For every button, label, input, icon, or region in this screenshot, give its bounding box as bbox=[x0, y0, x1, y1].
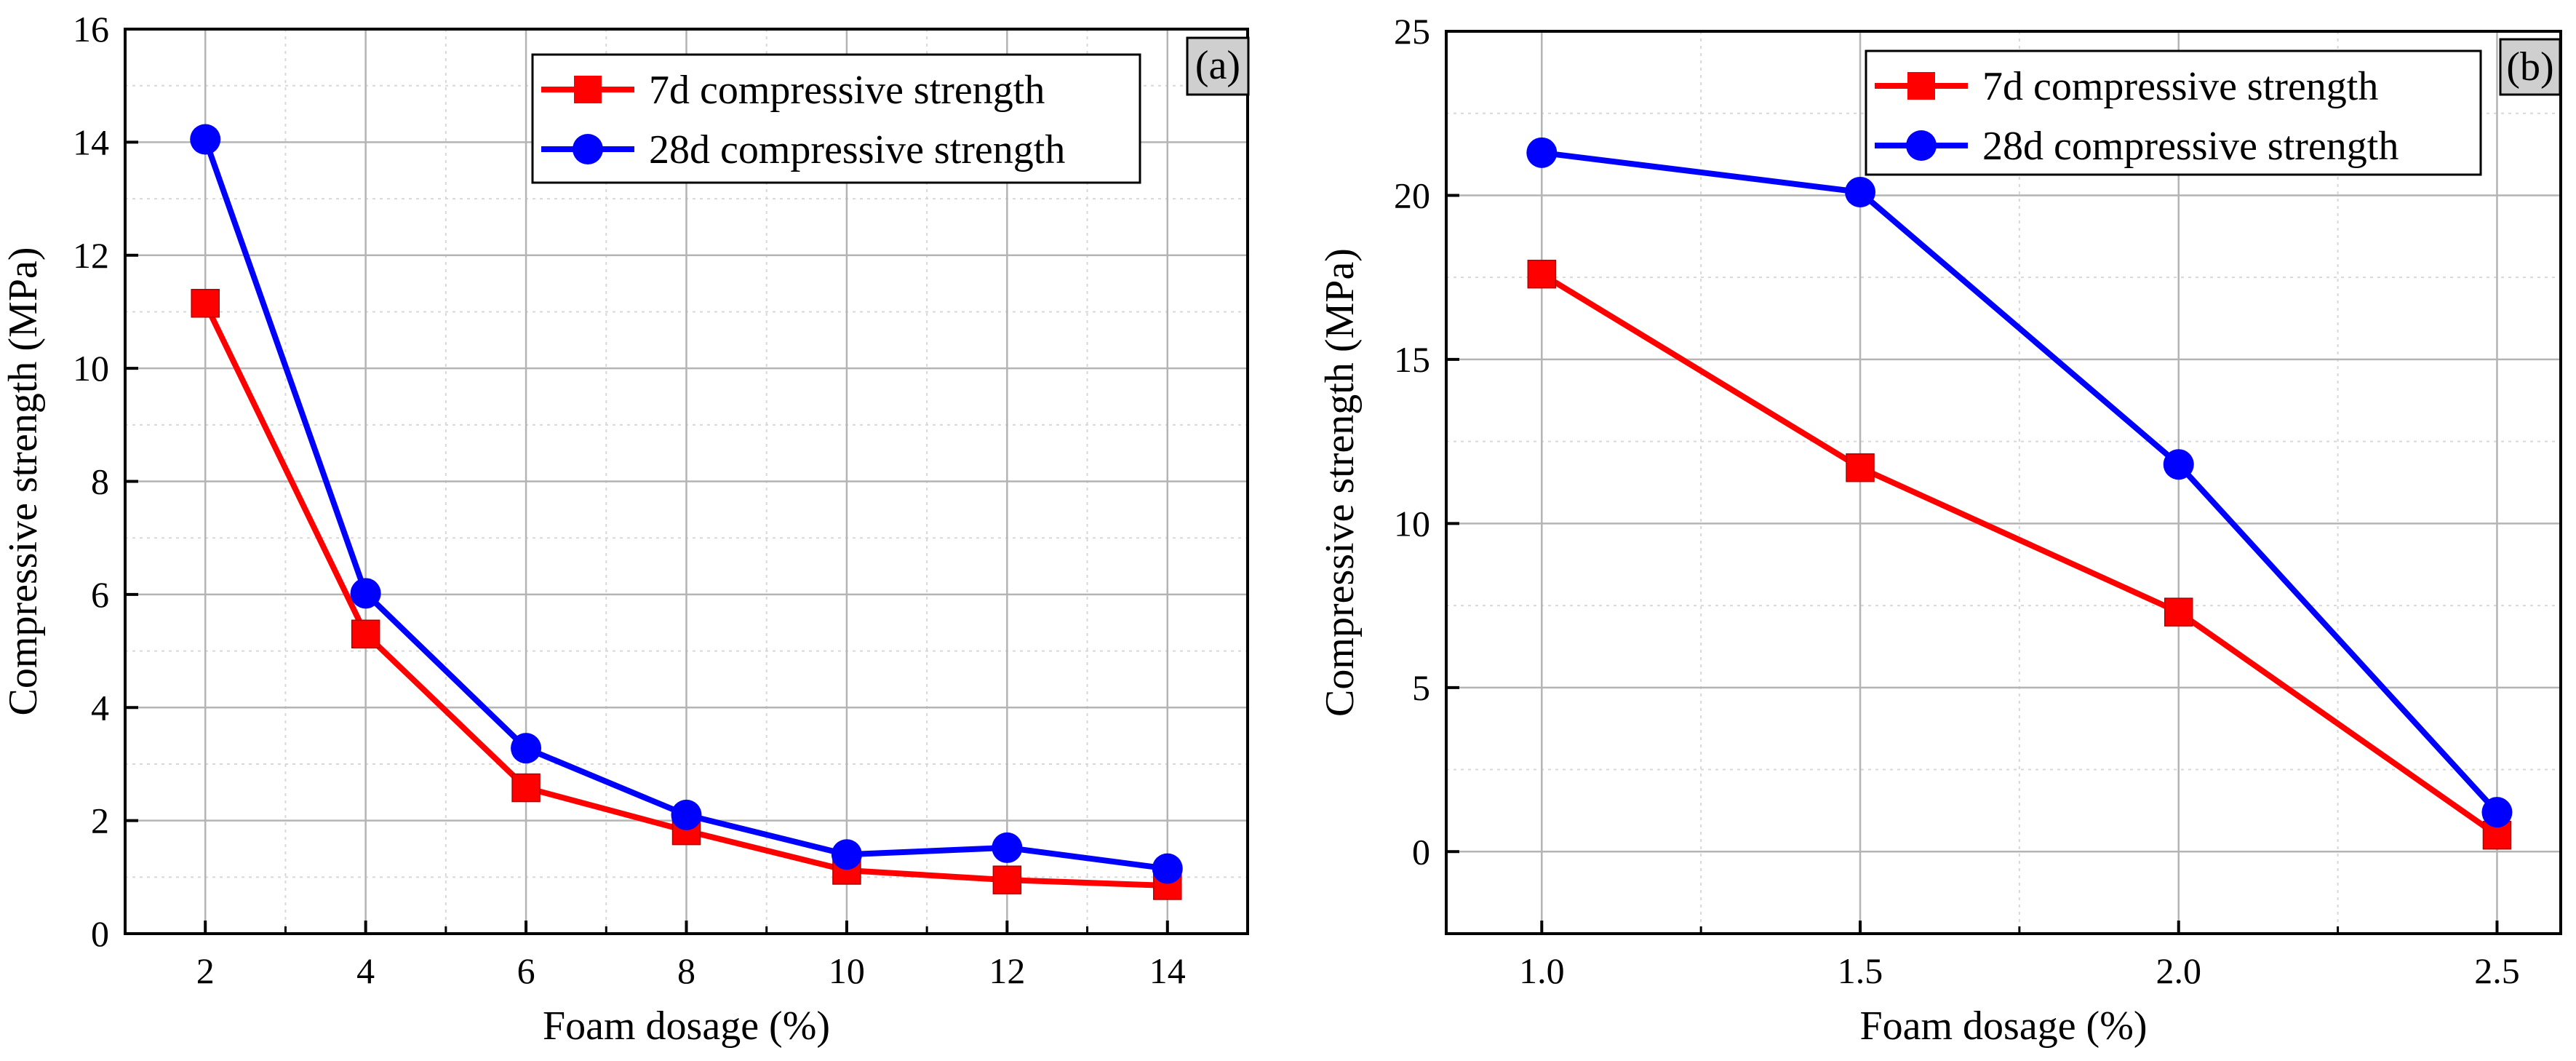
data-point-circle bbox=[190, 124, 221, 155]
data-point-circle bbox=[1152, 853, 1183, 884]
plot-frame bbox=[1445, 30, 2562, 935]
data-point-circle bbox=[671, 799, 702, 830]
legend-label: 7d compressive strength bbox=[649, 68, 1045, 113]
x-tick-label: 12 bbox=[989, 950, 1025, 991]
x-tick-label: 2 bbox=[196, 950, 215, 991]
y-tick-label: 4 bbox=[91, 687, 109, 728]
x-tick-label: 2.0 bbox=[2156, 950, 2201, 991]
y-axis-title: Compressive strength (MPa) bbox=[1, 247, 46, 716]
series-line-7d bbox=[1540, 271, 2499, 838]
data-point-square bbox=[511, 773, 541, 803]
legend-marker-circle bbox=[573, 134, 603, 164]
x-tick-label: 1.5 bbox=[1838, 950, 1883, 991]
panel-tag-box bbox=[1186, 36, 1250, 96]
data-point-square bbox=[191, 289, 220, 318]
y-tick-label: 10 bbox=[1394, 503, 1430, 544]
y-tick-label: 12 bbox=[73, 235, 109, 276]
panel-tag-label: (a) bbox=[1195, 43, 1240, 88]
x-tick-label: 2.5 bbox=[2474, 950, 2520, 991]
data-point-circle bbox=[831, 839, 862, 870]
data-point-circle bbox=[1845, 176, 1876, 207]
y-tick-label: 10 bbox=[73, 348, 109, 389]
x-tick-label: 8 bbox=[677, 950, 695, 991]
data-point-circle bbox=[992, 832, 1023, 863]
y-tick-label: 8 bbox=[91, 461, 109, 502]
x-tick-label: 1.0 bbox=[1519, 950, 1565, 991]
legend-marker-square bbox=[574, 76, 602, 103]
data-point-circle bbox=[350, 578, 381, 609]
panel-tag-label: (b) bbox=[2506, 44, 2553, 90]
x-axis-title: Foam dosage (%) bbox=[1859, 1004, 2147, 1049]
data-point-square bbox=[2164, 597, 2193, 627]
y-tick-label: 0 bbox=[91, 913, 109, 954]
x-tick-label: 4 bbox=[356, 950, 375, 991]
x-tick-label: 6 bbox=[517, 950, 535, 991]
legend-marker-square bbox=[1907, 72, 1935, 100]
y-tick-label: 6 bbox=[91, 574, 109, 615]
data-point-square bbox=[1527, 259, 1557, 289]
legend-label: 28d compressive strength bbox=[1982, 124, 2398, 169]
legend-label: 7d compressive strength bbox=[1982, 64, 2378, 109]
legend-box bbox=[1865, 49, 2482, 176]
y-tick-label: 25 bbox=[1394, 11, 1430, 52]
chart-panel-b: 1.0 1.5 2.0 2.5 0 5 10 15 20 25 Foam dosage (%) Com… bbox=[1317, 11, 2562, 1049]
y-tick-label: 2 bbox=[91, 800, 109, 841]
y-tick-label: 0 bbox=[1412, 831, 1430, 872]
data-point-square bbox=[1846, 453, 1875, 482]
y-tick-label: 15 bbox=[1394, 339, 1430, 380]
data-point-circle bbox=[511, 733, 542, 764]
y-tick-label: 14 bbox=[73, 122, 109, 162]
data-point-circle bbox=[2481, 797, 2513, 828]
data-point-square bbox=[992, 865, 1022, 894]
series-line-28d bbox=[1541, 149, 2500, 814]
panel-tag-box bbox=[2499, 38, 2561, 96]
y-tick-label: 5 bbox=[1412, 667, 1430, 708]
data-point-circle bbox=[2163, 449, 2194, 480]
y-axis-title: Compressive strength (MPa) bbox=[1317, 248, 1363, 717]
chart-panel-a: 2 4 6 8 10 12 14 0 2 4 6 8 10 12 14 16 Foam dosage (%) Co… bbox=[1, 9, 1250, 1049]
y-tick-label: 16 bbox=[73, 9, 109, 49]
data-point-circle bbox=[1526, 137, 1558, 168]
x-tick-label: 14 bbox=[1149, 950, 1186, 991]
x-tick-label: 10 bbox=[829, 950, 865, 991]
legend-marker-circle bbox=[1906, 130, 1937, 161]
x-axis-title: Foam dosage (%) bbox=[543, 1004, 830, 1049]
data-point-square bbox=[351, 619, 380, 649]
y-tick-label: 20 bbox=[1394, 175, 1430, 215]
legend-label: 28d compressive strength bbox=[649, 127, 1065, 172]
legend-box bbox=[531, 53, 1141, 184]
